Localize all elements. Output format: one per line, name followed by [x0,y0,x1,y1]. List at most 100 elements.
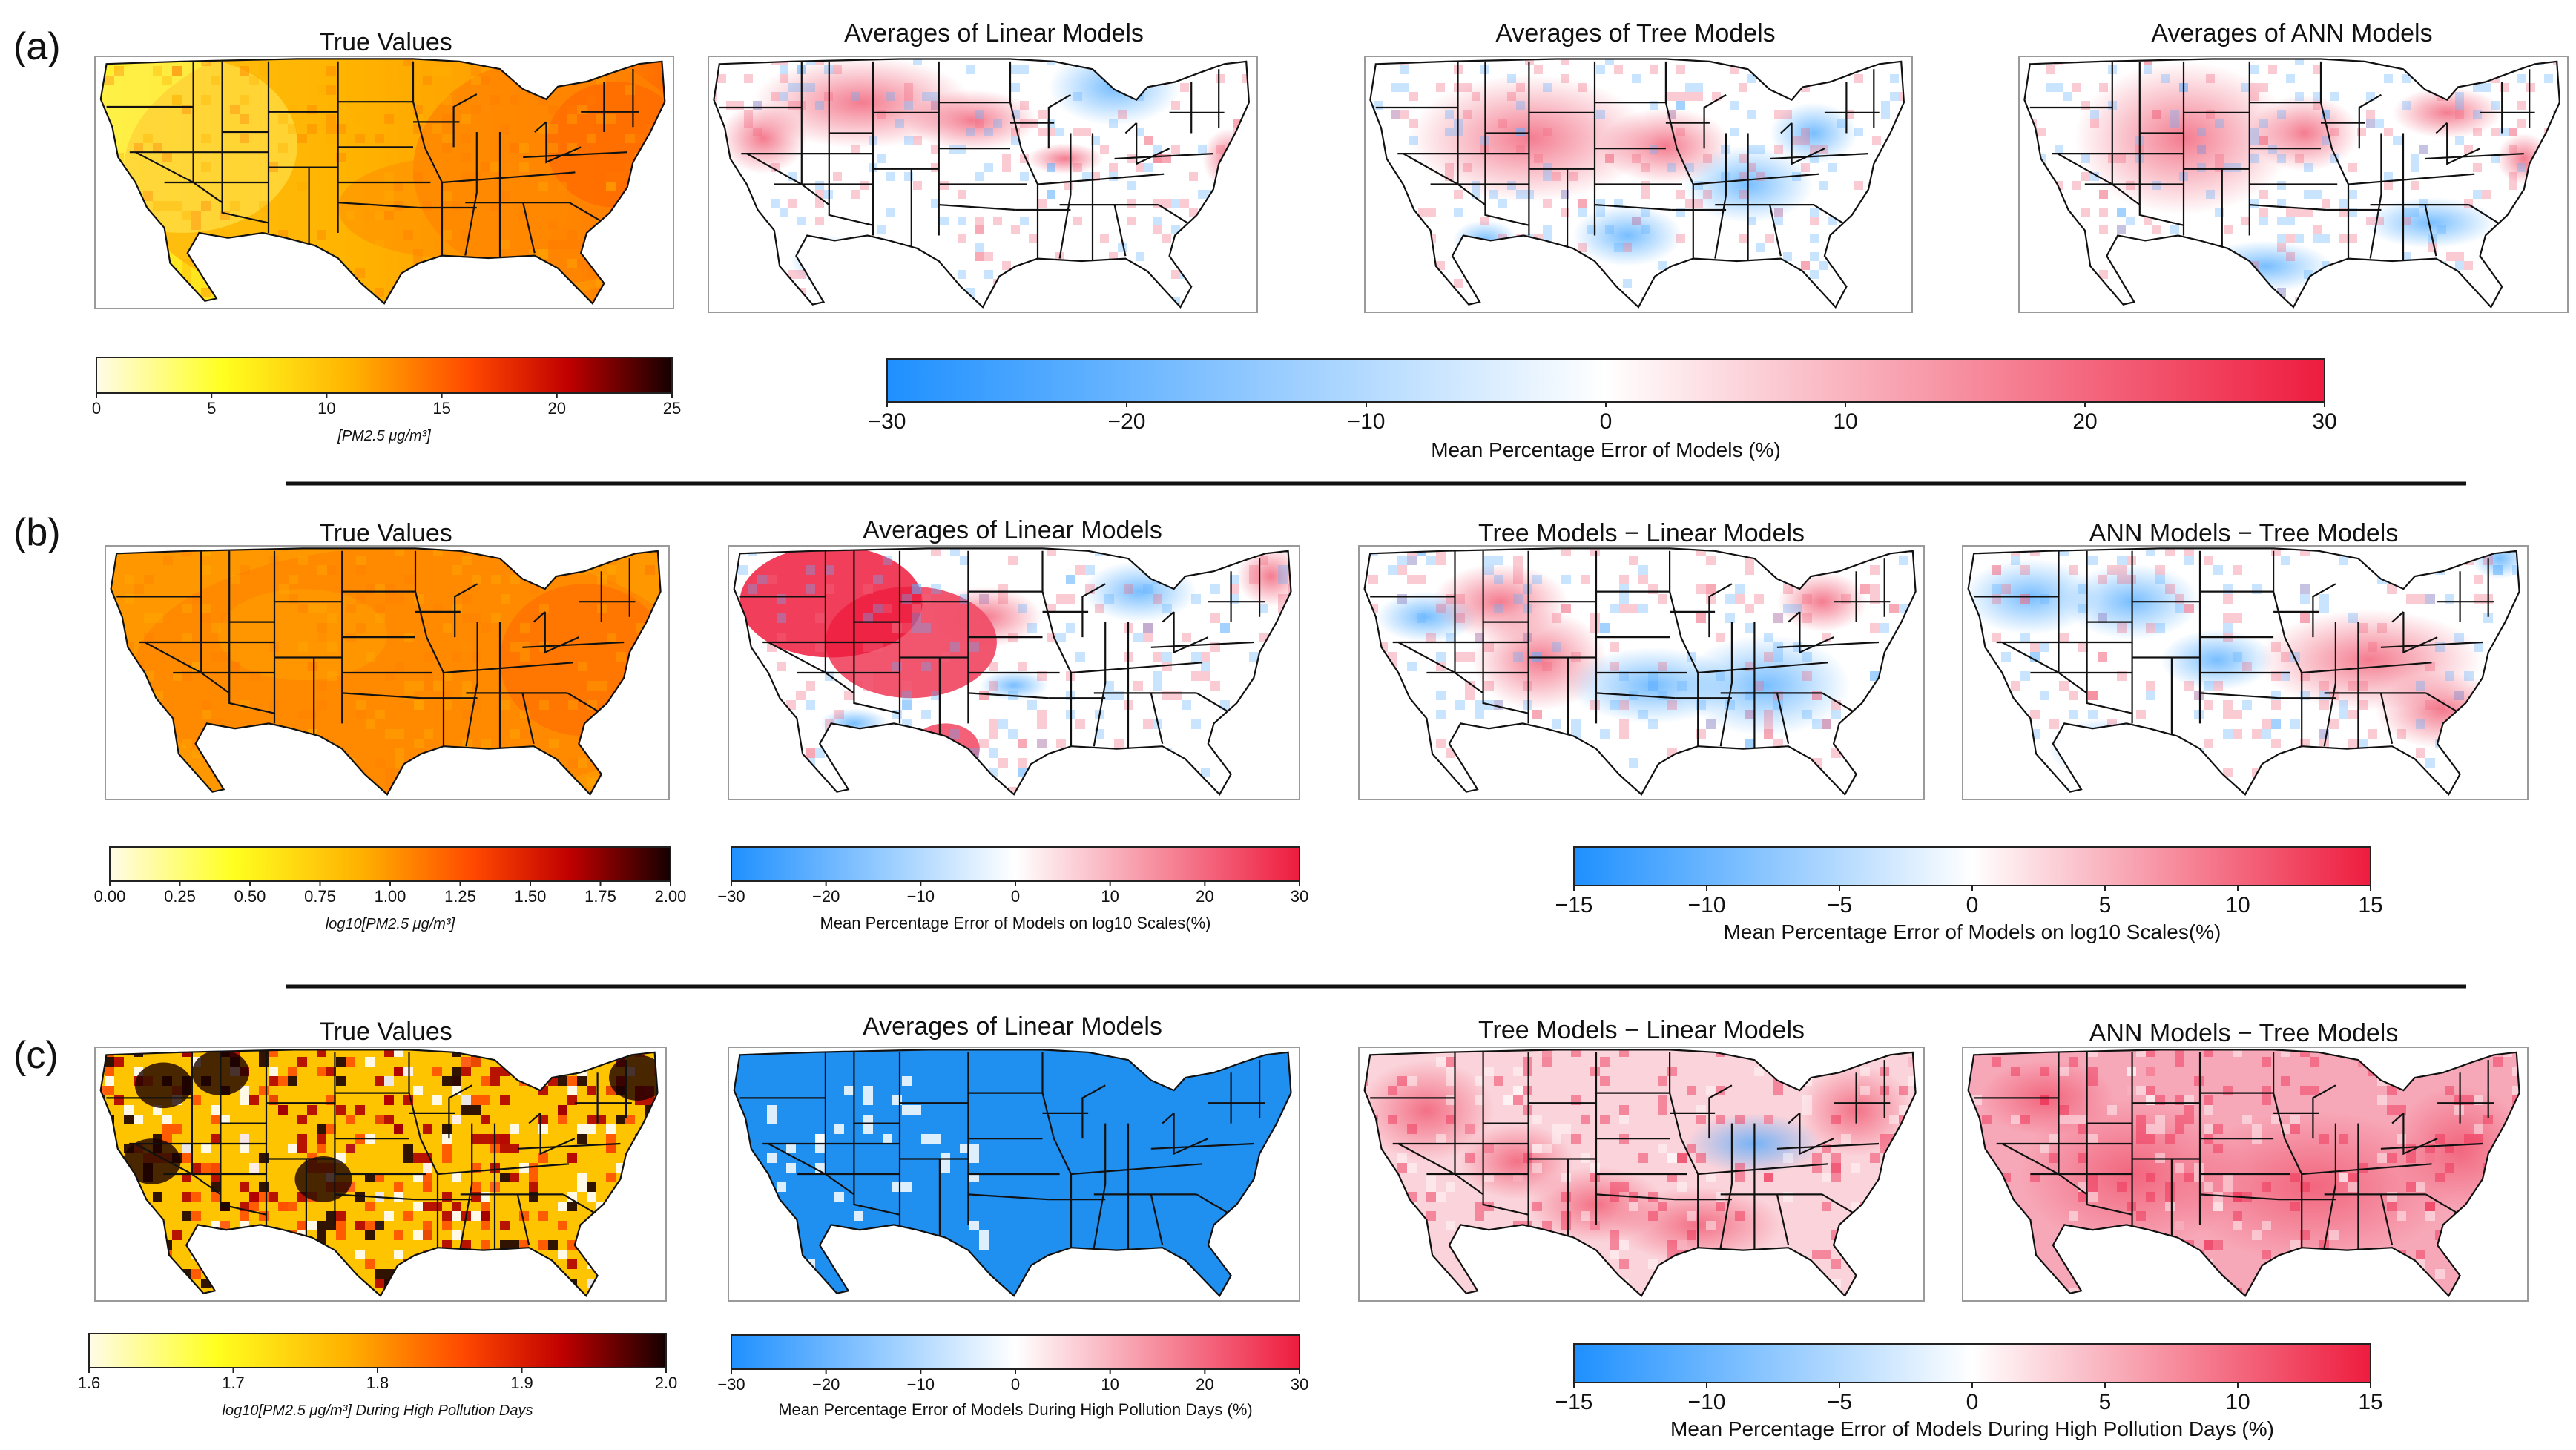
row-a-linear-map [708,56,1258,313]
colorbar-tick-label: 0 [1966,893,1979,917]
row-c-title-linear: Averages of Linear Models [863,1012,1162,1041]
colorbar-tick-label: 10 [317,399,335,418]
row-a-title-true: True Values [319,28,452,56]
row-a-title-ann: Averages of ANN Models [2151,19,2432,47]
row-b-tree-map [1358,545,1925,800]
row-c-title-true: True Values [319,1018,452,1046]
state-borders [110,547,662,797]
row-b-true-map [105,545,670,800]
colorbar-tick-label: −10 [1688,893,1726,917]
colorbar-tick-label: 20 [1196,1375,1213,1394]
row-c-label: (c) [13,1034,59,1077]
row-c-linear-error-colorbar: −30 −20 −10 0 10 20 30 Mean Percentage Error of… [717,1334,1308,1419]
row-c-true-colorbar: 1.6 1.7 1.8 1.9 2.0 log10[PM2.5 μg/m³] During… [78,1333,678,1419]
colorbar-tick-label: −30 [869,409,906,434]
state-borders [733,1049,1292,1298]
colorbar-gradient [731,1334,1300,1370]
row-c-difference-colorbar: −15 −10 −5 0 5 10 15 Mean Percentage Error of M… [1555,1343,2383,1440]
colorbar-tick-label: −5 [1827,1390,1852,1414]
colorbar-label: Mean Percentage Error of Models During H… [1670,1417,2274,1440]
row-a-true-colorbar: 0 5 10 15 20 25 [PM2.5 μg/m³] [92,357,681,444]
colorbar-tick-label: 1.75 [584,887,616,906]
row-a-error-colorbar: −30 −20 −10 0 10 20 30 Mean Percentage Error of… [869,358,2337,461]
colorbar-tick-label: −10 [907,887,935,906]
row-b-true-colorbar: 0.00 0.25 0.50 0.75 1.00 1.25 1.50 1.75 2.00 log1… [94,846,687,932]
colorbar-tick-label: 1.00 [375,887,406,906]
row-c-linear-map [728,1047,1300,1302]
colorbar-tick-label: 1.8 [366,1374,389,1392]
row-a-ann-map [2018,56,2569,313]
colorbar-tick-label: −5 [1827,893,1852,917]
colorbar-gradient [109,846,671,882]
row-a-title-tree: Averages of Tree Models [1495,19,1775,47]
colorbar-tick-label: 5 [207,399,216,418]
state-borders [1967,1049,2520,1298]
colorbar-tick-label: 0.00 [94,887,126,906]
colorbar-tick-label: 10 [2225,893,2250,917]
colorbar-label: log10[PM2.5 μg/m³] During High Pollution… [223,1403,533,1419]
colorbar-label: Mean Percentage Error of Models on log10… [1724,920,2221,943]
row-b-title-linear: Averages of Linear Models [863,516,1162,544]
colorbar-tick-label: 10 [1101,1375,1119,1394]
colorbar-tick-label: −15 [1555,1390,1593,1414]
colorbar-tick-label: 5 [2099,893,2112,917]
colorbar-tick-label: 1.6 [78,1374,101,1392]
colorbar-tick-label: 1.9 [510,1374,533,1392]
row-b-title-true: True Values [319,519,452,547]
colorbar-tick-label: 15 [2358,1390,2382,1414]
colorbar-tick-label: −30 [717,887,745,906]
row-a: (a) True Values Averages of Linear Model… [13,19,2569,486]
row-b-label: (b) [13,511,61,554]
colorbar-tick-label: 10 [2225,1390,2250,1414]
colorbar-tick-label: 30 [2312,409,2336,434]
map-field [1370,59,1904,308]
colorbar-tick-label: −20 [812,1375,840,1394]
colorbar-tick-label: 0.75 [304,887,336,906]
colorbar-tick-label: 30 [1291,887,1308,906]
row-c-tree-map [1358,1047,1925,1302]
state-borders [1363,1049,1917,1298]
row-b-linear-map [728,545,1300,800]
colorbar-tick-label: 20 [548,399,566,418]
state-borders [1967,547,2520,797]
map-field [100,1049,658,1296]
colorbar-tick-label: 10 [1833,409,1857,434]
row-b-ann-map [1962,545,2529,800]
colorbar-tick-label: 0 [1600,409,1613,434]
colorbar-gradient [96,357,673,394]
colorbar-tick-label: 15 [432,399,450,418]
row-a-tree-map [1364,56,1913,313]
map-field [714,59,1249,308]
colorbar-tick-label: 20 [2072,409,2097,434]
colorbar-tick-label: 1.7 [222,1374,245,1392]
state-borders [99,1049,659,1298]
colorbar-tick-label: 10 [1101,887,1119,906]
row-c-true-map [94,1047,667,1302]
colorbar-tick-label: −20 [1108,409,1146,434]
colorbar-tick-label: 0.25 [164,887,196,906]
colorbar-tick-label: −10 [1348,409,1386,434]
colorbar-tick-label: 0.50 [234,887,266,906]
row-c-ann-map [1962,1047,2529,1302]
colorbar-tick-label: −20 [812,887,840,906]
colorbar-tick-label: 25 [663,399,681,418]
colorbar-tick-label: 2.00 [655,887,687,906]
colorbar-tick-label: 15 [2358,893,2382,917]
state-borders [1369,58,1905,309]
colorbar-gradient [1573,1343,2371,1383]
colorbar-tick-label: 0 [1011,1375,1020,1394]
colorbar-label: Mean Percentage Error of Models on log10… [820,914,1210,932]
colorbar-gradient [886,358,2325,403]
state-borders [1363,547,1917,797]
colorbar-tick-label: −15 [1555,893,1593,917]
row-b: (b) True Values Averages of Linear Model… [13,511,2529,989]
state-borders [99,58,666,306]
colorbar-tick-label: −30 [717,1375,745,1394]
colorbar-label: [PM2.5 μg/m³] [337,428,431,444]
colorbar-tick-label: 2.0 [655,1374,678,1392]
row-a-true-map [94,56,674,309]
colorbar-tick-label: 0 [1966,1390,1979,1414]
colorbar-tick-label: −10 [1688,1390,1726,1414]
colorbar-tick-label: 20 [1196,887,1213,906]
